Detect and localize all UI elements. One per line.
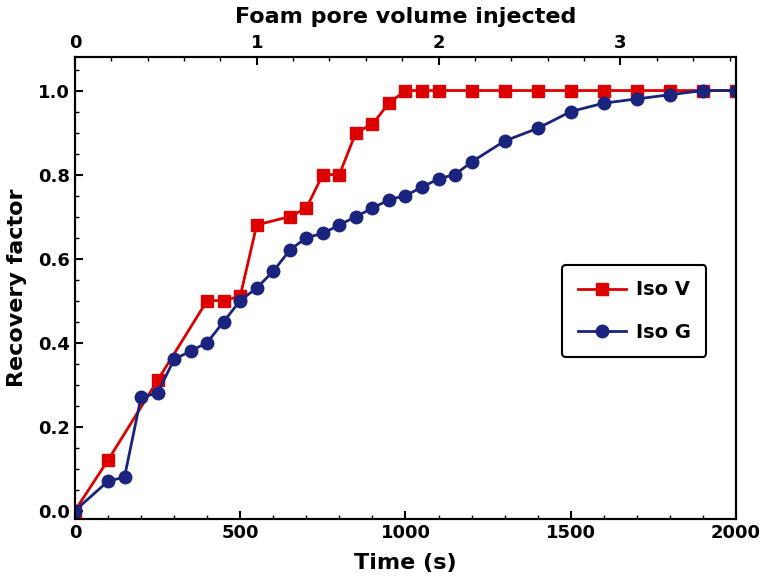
Iso G xyxy=(153,390,162,397)
Iso V xyxy=(500,87,509,94)
Iso V xyxy=(665,87,674,94)
Iso V xyxy=(434,87,443,94)
Y-axis label: Recovery factor: Recovery factor xyxy=(7,188,27,387)
Iso V xyxy=(599,87,608,94)
Iso V xyxy=(71,507,80,514)
Iso V xyxy=(533,87,542,94)
Iso V xyxy=(335,171,344,178)
Iso G xyxy=(665,91,674,98)
Iso G xyxy=(335,222,344,229)
Iso V xyxy=(698,87,707,94)
Iso G xyxy=(269,268,278,275)
Iso V xyxy=(632,87,641,94)
Legend: Iso V, Iso G: Iso V, Iso G xyxy=(562,265,707,357)
Iso V xyxy=(401,87,410,94)
Iso V xyxy=(384,100,393,107)
Iso G xyxy=(71,507,80,514)
X-axis label: Time (s): Time (s) xyxy=(354,553,457,573)
Iso V xyxy=(731,87,740,94)
Iso G xyxy=(120,474,129,481)
Iso V xyxy=(219,297,228,304)
Iso G xyxy=(500,137,509,144)
Iso G xyxy=(137,394,146,401)
Iso V xyxy=(566,87,575,94)
Iso G xyxy=(170,356,179,363)
Iso V xyxy=(417,87,426,94)
Iso V xyxy=(252,222,261,229)
Iso G xyxy=(318,230,327,237)
Iso G xyxy=(236,297,245,304)
Iso G xyxy=(186,347,195,354)
Iso G xyxy=(417,184,426,191)
Iso G xyxy=(467,158,476,165)
Iso G xyxy=(302,234,311,241)
Iso G xyxy=(451,171,460,178)
Iso G xyxy=(533,125,542,132)
Iso V xyxy=(203,297,212,304)
Iso V xyxy=(153,377,162,384)
Iso V xyxy=(368,121,377,128)
Iso G xyxy=(384,196,393,203)
Iso V xyxy=(302,205,311,212)
Line: Iso V: Iso V xyxy=(68,84,743,517)
Iso V xyxy=(285,213,294,220)
Iso G xyxy=(698,87,707,94)
Iso G xyxy=(566,108,575,115)
Iso G xyxy=(632,96,641,103)
Iso V xyxy=(236,293,245,300)
Line: Iso G: Iso G xyxy=(68,84,743,517)
Iso G xyxy=(285,246,294,253)
Iso G xyxy=(252,285,261,292)
Iso G xyxy=(368,205,377,212)
Iso G xyxy=(731,87,740,94)
Iso G xyxy=(351,213,360,220)
Iso G xyxy=(203,339,212,346)
Iso G xyxy=(599,100,608,107)
Iso V xyxy=(104,457,113,464)
Iso G xyxy=(104,478,113,485)
Iso V xyxy=(467,87,476,94)
X-axis label: Foam pore volume injected: Foam pore volume injected xyxy=(235,7,576,27)
Iso G xyxy=(434,175,443,182)
Iso V xyxy=(351,129,360,136)
Iso G xyxy=(219,318,228,325)
Iso G xyxy=(401,192,410,199)
Iso V xyxy=(318,171,327,178)
